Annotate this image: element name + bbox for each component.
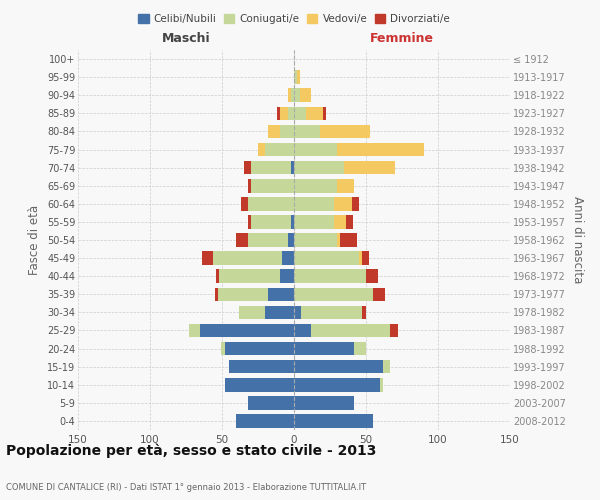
- Bar: [251, 215, 291, 228]
- Bar: [202, 252, 214, 265]
- Bar: [236, 414, 294, 428]
- Bar: [294, 396, 355, 409]
- Bar: [294, 252, 359, 265]
- Bar: [294, 197, 334, 210]
- Bar: [189, 324, 200, 338]
- Bar: [280, 106, 288, 120]
- Bar: [221, 342, 225, 355]
- Text: Popolazione per età, sesso e stato civile - 2013: Popolazione per età, sesso e stato civil…: [6, 443, 376, 458]
- Bar: [294, 324, 311, 338]
- Bar: [380, 378, 383, 392]
- Bar: [200, 324, 294, 338]
- Bar: [248, 197, 294, 210]
- Bar: [239, 306, 265, 319]
- Bar: [265, 142, 294, 156]
- Bar: [294, 106, 305, 120]
- Bar: [280, 124, 294, 138]
- Bar: [294, 161, 344, 174]
- Bar: [294, 414, 373, 428]
- Bar: [301, 306, 362, 319]
- Bar: [268, 124, 280, 138]
- Y-axis label: Fasce di età: Fasce di età: [28, 205, 41, 275]
- Bar: [294, 70, 297, 84]
- Bar: [294, 342, 355, 355]
- Bar: [216, 270, 219, 283]
- Bar: [294, 88, 300, 102]
- Bar: [225, 378, 294, 392]
- Bar: [383, 360, 391, 374]
- Bar: [214, 252, 283, 265]
- Bar: [344, 161, 395, 174]
- Y-axis label: Anni di nascita: Anni di nascita: [571, 196, 584, 284]
- Bar: [291, 88, 294, 102]
- Bar: [323, 106, 326, 120]
- Bar: [244, 161, 251, 174]
- Bar: [297, 70, 300, 84]
- Bar: [236, 233, 248, 247]
- Bar: [362, 252, 369, 265]
- Bar: [294, 378, 380, 392]
- Bar: [362, 306, 366, 319]
- Bar: [373, 288, 385, 301]
- Bar: [346, 215, 353, 228]
- Bar: [366, 270, 377, 283]
- Bar: [277, 106, 280, 120]
- Bar: [337, 142, 424, 156]
- Bar: [337, 233, 340, 247]
- Legend: Celibi/Nubili, Coniugati/e, Vedovi/e, Divorziati/e: Celibi/Nubili, Coniugati/e, Vedovi/e, Di…: [134, 10, 454, 28]
- Text: Femmine: Femmine: [370, 32, 434, 44]
- Bar: [294, 124, 320, 138]
- Bar: [311, 324, 391, 338]
- Bar: [251, 179, 294, 192]
- Bar: [291, 161, 294, 174]
- Bar: [391, 324, 398, 338]
- Bar: [268, 288, 294, 301]
- Bar: [334, 197, 352, 210]
- Bar: [248, 233, 288, 247]
- Bar: [229, 360, 294, 374]
- Text: Maschi: Maschi: [161, 32, 211, 44]
- Bar: [355, 342, 366, 355]
- Bar: [215, 288, 218, 301]
- Bar: [288, 106, 294, 120]
- Bar: [320, 124, 370, 138]
- Bar: [241, 197, 248, 210]
- Bar: [288, 88, 291, 102]
- Bar: [300, 88, 311, 102]
- Bar: [359, 252, 362, 265]
- Bar: [305, 106, 323, 120]
- Bar: [294, 306, 301, 319]
- Bar: [280, 270, 294, 283]
- Bar: [283, 252, 294, 265]
- Bar: [334, 215, 346, 228]
- Bar: [219, 270, 280, 283]
- Bar: [248, 396, 294, 409]
- Bar: [340, 233, 358, 247]
- Bar: [294, 270, 366, 283]
- Bar: [248, 215, 251, 228]
- Bar: [294, 215, 334, 228]
- Bar: [294, 233, 337, 247]
- Bar: [294, 179, 337, 192]
- Text: COMUNE DI CANTALICE (RI) - Dati ISTAT 1° gennaio 2013 - Elaborazione TUTTITALIA.: COMUNE DI CANTALICE (RI) - Dati ISTAT 1°…: [6, 484, 366, 492]
- Bar: [265, 306, 294, 319]
- Bar: [225, 342, 294, 355]
- Bar: [288, 233, 294, 247]
- Bar: [291, 215, 294, 228]
- Bar: [218, 288, 268, 301]
- Bar: [251, 161, 291, 174]
- Bar: [337, 179, 355, 192]
- Bar: [258, 142, 265, 156]
- Bar: [294, 288, 373, 301]
- Bar: [352, 197, 359, 210]
- Bar: [294, 360, 383, 374]
- Bar: [294, 142, 337, 156]
- Bar: [248, 179, 251, 192]
